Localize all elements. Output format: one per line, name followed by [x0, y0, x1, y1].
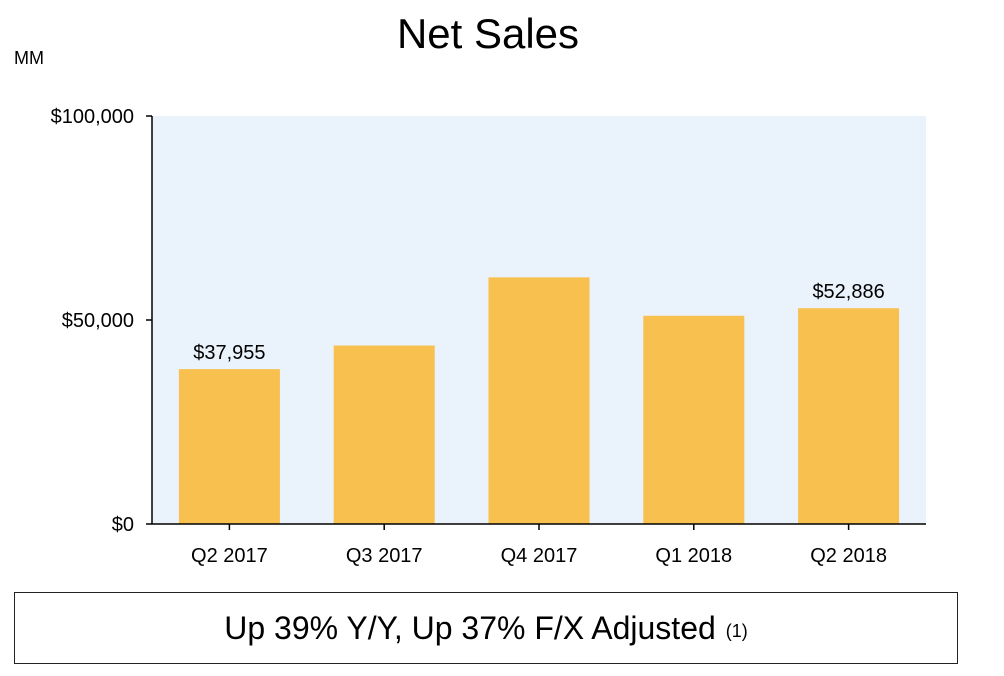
y-tick-label: $50,000 — [62, 310, 134, 332]
x-axis-labels: Q2 2017 Q3 2017 Q4 2017 Q1 2018 Q2 2018 — [191, 524, 887, 567]
footnote-marker: (1) — [725, 620, 748, 641]
data-label: $52,886 — [812, 281, 884, 303]
bar — [488, 277, 590, 524]
x-tick-label: Q3 2017 — [346, 545, 423, 567]
x-tick-label: Q2 2018 — [810, 545, 887, 567]
x-tick-label: Q2 2017 — [191, 545, 268, 567]
summary-box: Up 39% Y/Y, Up 37% F/X Adjusted (1) — [14, 592, 958, 664]
x-tick-label: Q1 2018 — [655, 545, 732, 567]
data-labels: $37,955 $52,886 — [193, 281, 884, 364]
bar — [798, 308, 900, 524]
bars — [178, 277, 900, 524]
bar — [333, 345, 435, 524]
y-tick-label: $100,000 — [51, 106, 134, 128]
x-tick-label: Q4 2017 — [501, 545, 578, 567]
data-label: $37,955 — [193, 342, 265, 364]
y-tick-label: $0 — [112, 514, 134, 536]
chart-title: Net Sales — [397, 10, 579, 57]
y-axis-ticks: $0 $50,000 $100,000 — [51, 106, 152, 536]
unit-label: MM — [14, 48, 44, 68]
bar — [178, 369, 280, 524]
bar — [643, 315, 745, 524]
net-sales-chart: Net Sales MM $0 $50,000 $100,000 Q2 2017 Q3… — [14, 10, 926, 567]
summary-text: Up 39% Y/Y, Up 37% F/X Adjusted — [224, 609, 716, 646]
